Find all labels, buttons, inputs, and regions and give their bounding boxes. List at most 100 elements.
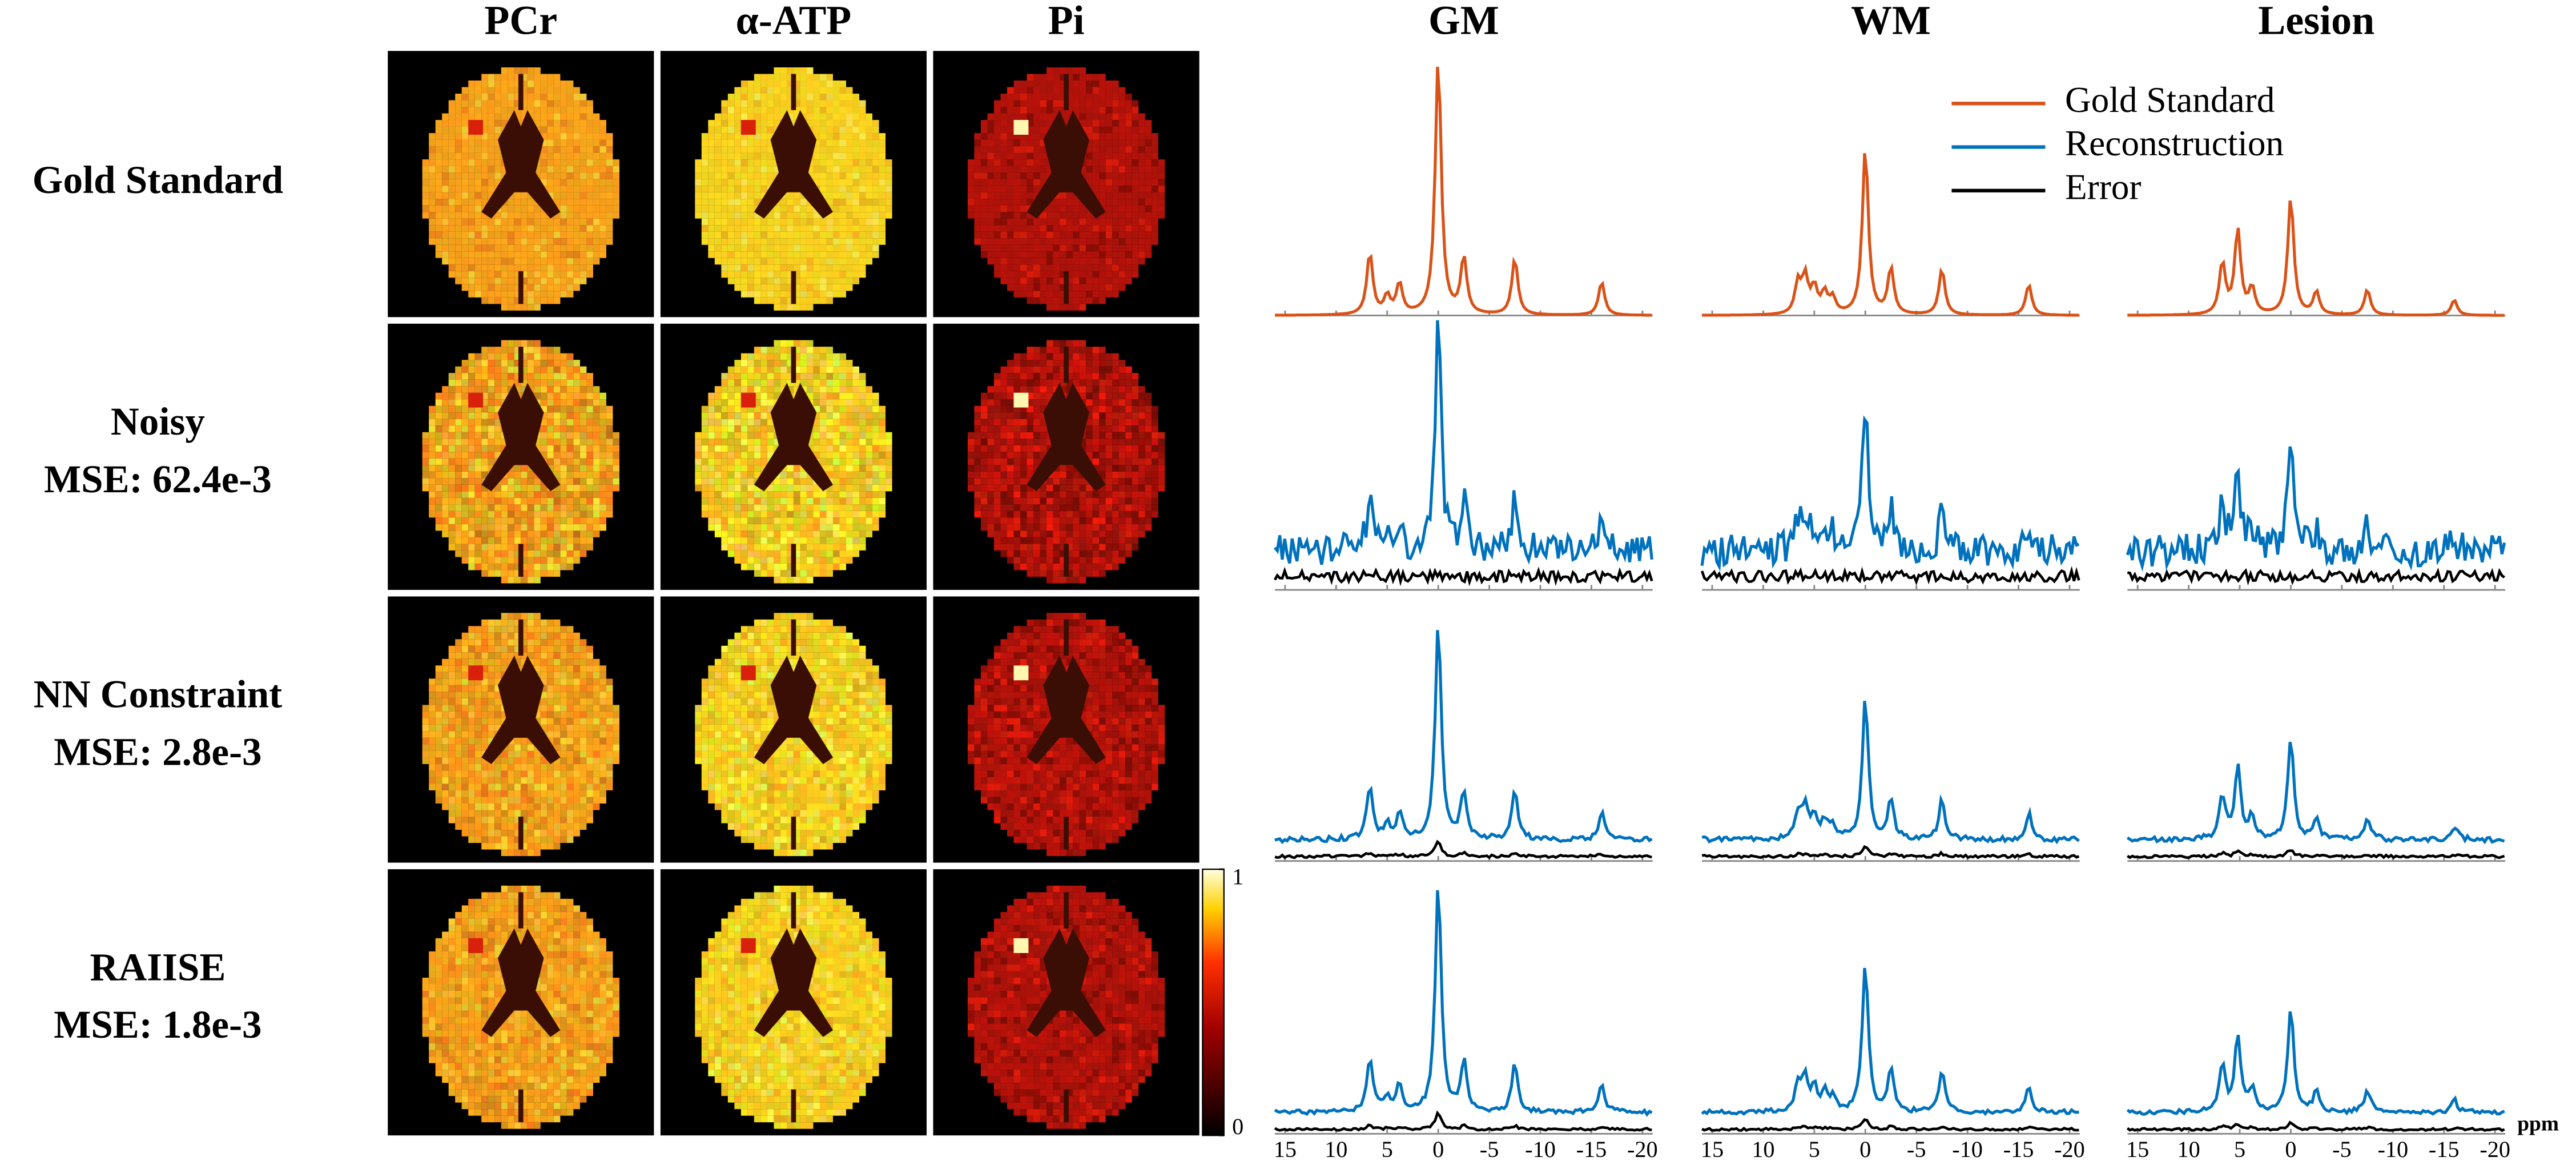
map-pixel xyxy=(872,445,879,452)
map-pixel xyxy=(461,544,469,551)
map-pixel xyxy=(846,152,853,160)
map-pixel xyxy=(993,445,1001,452)
map-pixel xyxy=(714,258,722,265)
map-pixel xyxy=(793,74,800,81)
map-pixel xyxy=(1046,511,1053,518)
map-pixel xyxy=(534,478,541,485)
map-pixel xyxy=(872,439,879,445)
map-pixel xyxy=(527,278,534,284)
map-pixel xyxy=(481,192,488,199)
map-pixel xyxy=(747,192,754,199)
map-pixel xyxy=(1079,100,1086,107)
map-pixel xyxy=(859,244,866,252)
map-pixel xyxy=(793,563,800,571)
map-pixel xyxy=(560,458,567,465)
map-pixel xyxy=(1066,366,1073,373)
map-pixel xyxy=(740,186,748,192)
map-pixel xyxy=(721,139,728,147)
map-pixel xyxy=(993,113,1001,120)
map-pixel xyxy=(501,360,508,367)
map-pixel xyxy=(839,412,847,419)
map-pixel xyxy=(1138,146,1145,153)
map-pixel xyxy=(540,120,548,127)
map-pixel xyxy=(448,445,456,452)
map-pixel xyxy=(754,366,761,373)
map-pixel xyxy=(1000,439,1007,445)
map-pixel xyxy=(1000,278,1007,284)
map-pixel xyxy=(1020,231,1027,239)
map-pixel xyxy=(993,238,1001,245)
map-pixel xyxy=(566,445,574,452)
map-pixel xyxy=(508,258,514,265)
map-pixel xyxy=(1000,212,1007,219)
map-pixel xyxy=(967,186,975,192)
map-pixel xyxy=(1007,179,1014,186)
map-pixel xyxy=(1033,94,1040,101)
map-pixel xyxy=(1092,152,1100,160)
map-pixel xyxy=(734,392,741,400)
map-pixel xyxy=(839,511,847,518)
map-pixel xyxy=(461,172,469,179)
map-pixel xyxy=(1132,139,1139,147)
map-pixel xyxy=(839,278,847,284)
map-pixel xyxy=(740,146,748,153)
map-pixel xyxy=(819,126,827,134)
map-pixel xyxy=(859,491,866,498)
map-pixel xyxy=(560,425,567,432)
map-pixel xyxy=(573,484,580,492)
map-pixel xyxy=(1079,497,1086,505)
map-pixel xyxy=(468,445,475,452)
map-pixel xyxy=(1092,166,1100,173)
map-pixel xyxy=(1112,271,1119,278)
map-pixel xyxy=(760,517,767,524)
map-pixel xyxy=(879,405,886,413)
map-pixel xyxy=(527,484,534,492)
map-pixel xyxy=(714,471,722,479)
map-pixel xyxy=(1125,205,1132,212)
map-pixel xyxy=(787,238,794,245)
map-pixel xyxy=(886,212,892,219)
map-pixel xyxy=(695,439,702,445)
map-pixel xyxy=(514,504,521,511)
map-pixel xyxy=(760,550,767,557)
map-pixel xyxy=(429,419,436,426)
map-pixel xyxy=(1053,379,1060,387)
map-pixel xyxy=(461,126,469,134)
map-pixel xyxy=(468,511,475,518)
map-pixel xyxy=(727,100,735,107)
map-pixel xyxy=(1099,113,1106,120)
map-pixel xyxy=(1073,471,1080,479)
map-pixel xyxy=(448,386,456,393)
map-pixel xyxy=(747,386,754,393)
map-pixel xyxy=(606,432,613,439)
map-pixel xyxy=(501,244,508,252)
map-pixel xyxy=(987,133,994,140)
map-pixel xyxy=(1132,218,1139,226)
map-pixel xyxy=(461,212,469,219)
map-pixel xyxy=(1079,291,1086,298)
map-pixel xyxy=(866,166,873,173)
map-pixel xyxy=(740,139,748,147)
map-pixel xyxy=(1020,107,1027,114)
map-pixel xyxy=(767,399,774,406)
map-pixel xyxy=(586,212,593,219)
map-pixel xyxy=(547,186,554,192)
map-pixel xyxy=(1105,120,1113,127)
map-pixel xyxy=(448,531,456,537)
map-pixel xyxy=(1040,113,1047,120)
map-pixel xyxy=(442,139,449,147)
map-pixel xyxy=(488,166,495,173)
map-pixel xyxy=(501,218,508,226)
map-pixel xyxy=(579,524,587,531)
map-pixel xyxy=(1099,238,1106,245)
map-pixel xyxy=(481,366,488,373)
map-pixel xyxy=(461,133,469,140)
map-pixel xyxy=(760,504,767,511)
map-pixel xyxy=(599,139,606,147)
map-pixel xyxy=(1060,373,1066,380)
map-pixel xyxy=(819,159,827,166)
map-pixel xyxy=(613,471,619,479)
map-pixel xyxy=(866,465,873,472)
map-pixel xyxy=(455,517,462,524)
map-pixel xyxy=(1145,172,1152,179)
